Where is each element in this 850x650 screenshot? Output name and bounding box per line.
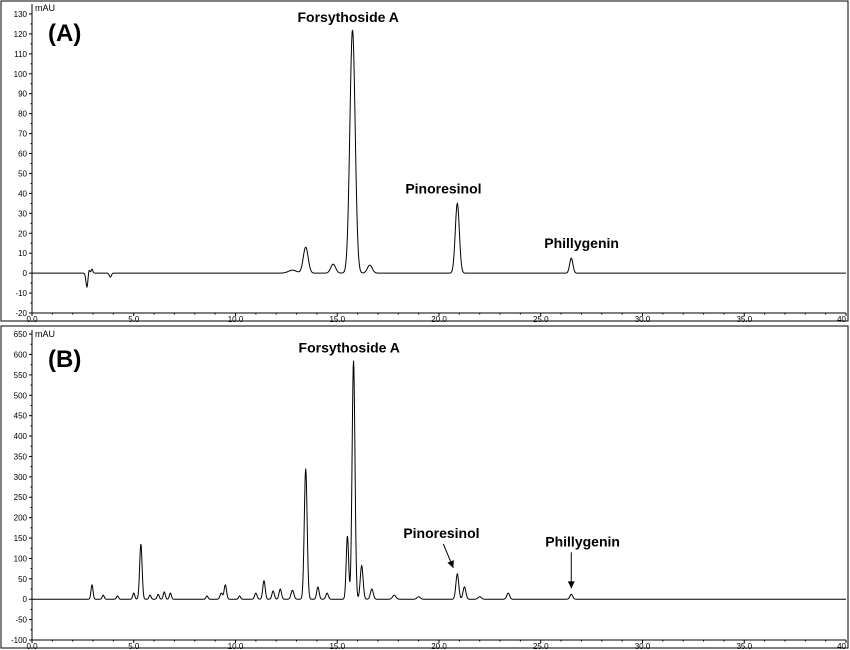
x-tick-label: 25.0 bbox=[533, 642, 549, 650]
y-tick-label: 500 bbox=[14, 391, 28, 400]
panel-frame bbox=[0, 325, 849, 649]
y-tick-label: 10 bbox=[18, 249, 27, 258]
x-tick-label: 0.0 bbox=[26, 642, 38, 650]
y-tick-label: 110 bbox=[14, 50, 27, 59]
y-tick-label: -50 bbox=[15, 616, 27, 625]
x-tick-label: 35.0 bbox=[736, 315, 752, 324]
x-tick-label: 5.0 bbox=[128, 642, 140, 650]
panel-label: (B) bbox=[48, 346, 81, 373]
x-tick-label: 30.0 bbox=[635, 642, 651, 650]
y-tick-label: 350 bbox=[14, 452, 28, 461]
chromatogram-trace bbox=[32, 360, 846, 600]
chromatogram-panel-a: -20 -10 0 10 20 30 40 50 60 70 80 90 100 110 120 130 0.0… bbox=[0, 0, 849, 324]
peak-annotation: Phillygenin bbox=[544, 235, 619, 251]
x-tick-label: 35.0 bbox=[736, 642, 752, 650]
peak-annotation: Pinoresinol bbox=[405, 180, 481, 196]
annotation-arrowhead bbox=[447, 560, 454, 568]
y-tick-label: 120 bbox=[14, 30, 28, 39]
y-tick-label: 130 bbox=[14, 10, 28, 19]
y-tick-label: 0 bbox=[23, 269, 28, 278]
y-tick-label: 70 bbox=[18, 130, 27, 139]
y-tick-label: 200 bbox=[14, 514, 28, 523]
y-tick-label: 80 bbox=[18, 110, 27, 119]
y-tick-label: 0 bbox=[23, 595, 28, 604]
x-tick-label: 40 bbox=[837, 642, 846, 650]
y-tick-label: 20 bbox=[18, 229, 27, 238]
y-tick-label: -20 bbox=[15, 309, 27, 318]
y-tick-label: 30 bbox=[18, 209, 27, 218]
x-tick-label: 20.0 bbox=[431, 315, 447, 324]
y-tick-label: 300 bbox=[14, 473, 28, 482]
panel-frame bbox=[0, 0, 849, 322]
y-tick-label: 60 bbox=[18, 150, 27, 159]
x-tick-label: 10.0 bbox=[228, 642, 244, 650]
panel-label: (A) bbox=[48, 20, 81, 47]
y-unit-label: mAU bbox=[35, 329, 55, 339]
y-tick-label: 100 bbox=[14, 70, 28, 79]
y-tick-label: 450 bbox=[14, 412, 28, 421]
y-tick-label: 100 bbox=[14, 554, 28, 563]
x-tick-label: 20.0 bbox=[431, 642, 447, 650]
peak-annotation: Phillygenin bbox=[545, 533, 620, 549]
x-tick-label: 25.0 bbox=[533, 315, 549, 324]
x-tick-label: 0.0 bbox=[26, 315, 38, 324]
y-tick-label: 650 bbox=[14, 330, 28, 339]
y-tick-label: 90 bbox=[18, 90, 27, 99]
peak-annotation: Forsythoside A bbox=[299, 340, 400, 356]
y-tick-label: -10 bbox=[15, 289, 27, 298]
x-tick-label: 10.0 bbox=[228, 315, 244, 324]
x-tick-label: 30.0 bbox=[635, 315, 651, 324]
x-tick-label: 40 bbox=[837, 315, 846, 324]
x-tick-label: 15.0 bbox=[329, 642, 345, 650]
annotation-arrowhead bbox=[567, 581, 575, 589]
chromatogram-panel-b: -100 -50 0 50 100 150 200 250 300 350 400 450 500 550… bbox=[0, 325, 849, 650]
peak-annotation: Pinoresinol bbox=[403, 525, 479, 541]
y-tick-label: 600 bbox=[14, 350, 28, 359]
x-tick-label: 5.0 bbox=[128, 315, 140, 324]
x-tick-label: 15.0 bbox=[329, 315, 345, 324]
y-tick-label: 550 bbox=[14, 371, 28, 380]
y-tick-label: 50 bbox=[18, 575, 27, 584]
chromatogram-trace bbox=[32, 29, 846, 289]
peak-annotation: Forsythoside A bbox=[298, 9, 399, 25]
y-tick-label: 400 bbox=[14, 432, 28, 441]
y-tick-label: 50 bbox=[18, 169, 27, 178]
y-tick-label: -100 bbox=[11, 636, 28, 645]
y-tick-label: 40 bbox=[18, 189, 27, 198]
y-tick-label: 150 bbox=[14, 534, 28, 543]
y-tick-label: 250 bbox=[14, 493, 28, 502]
y-unit-label: mAU bbox=[35, 3, 55, 13]
